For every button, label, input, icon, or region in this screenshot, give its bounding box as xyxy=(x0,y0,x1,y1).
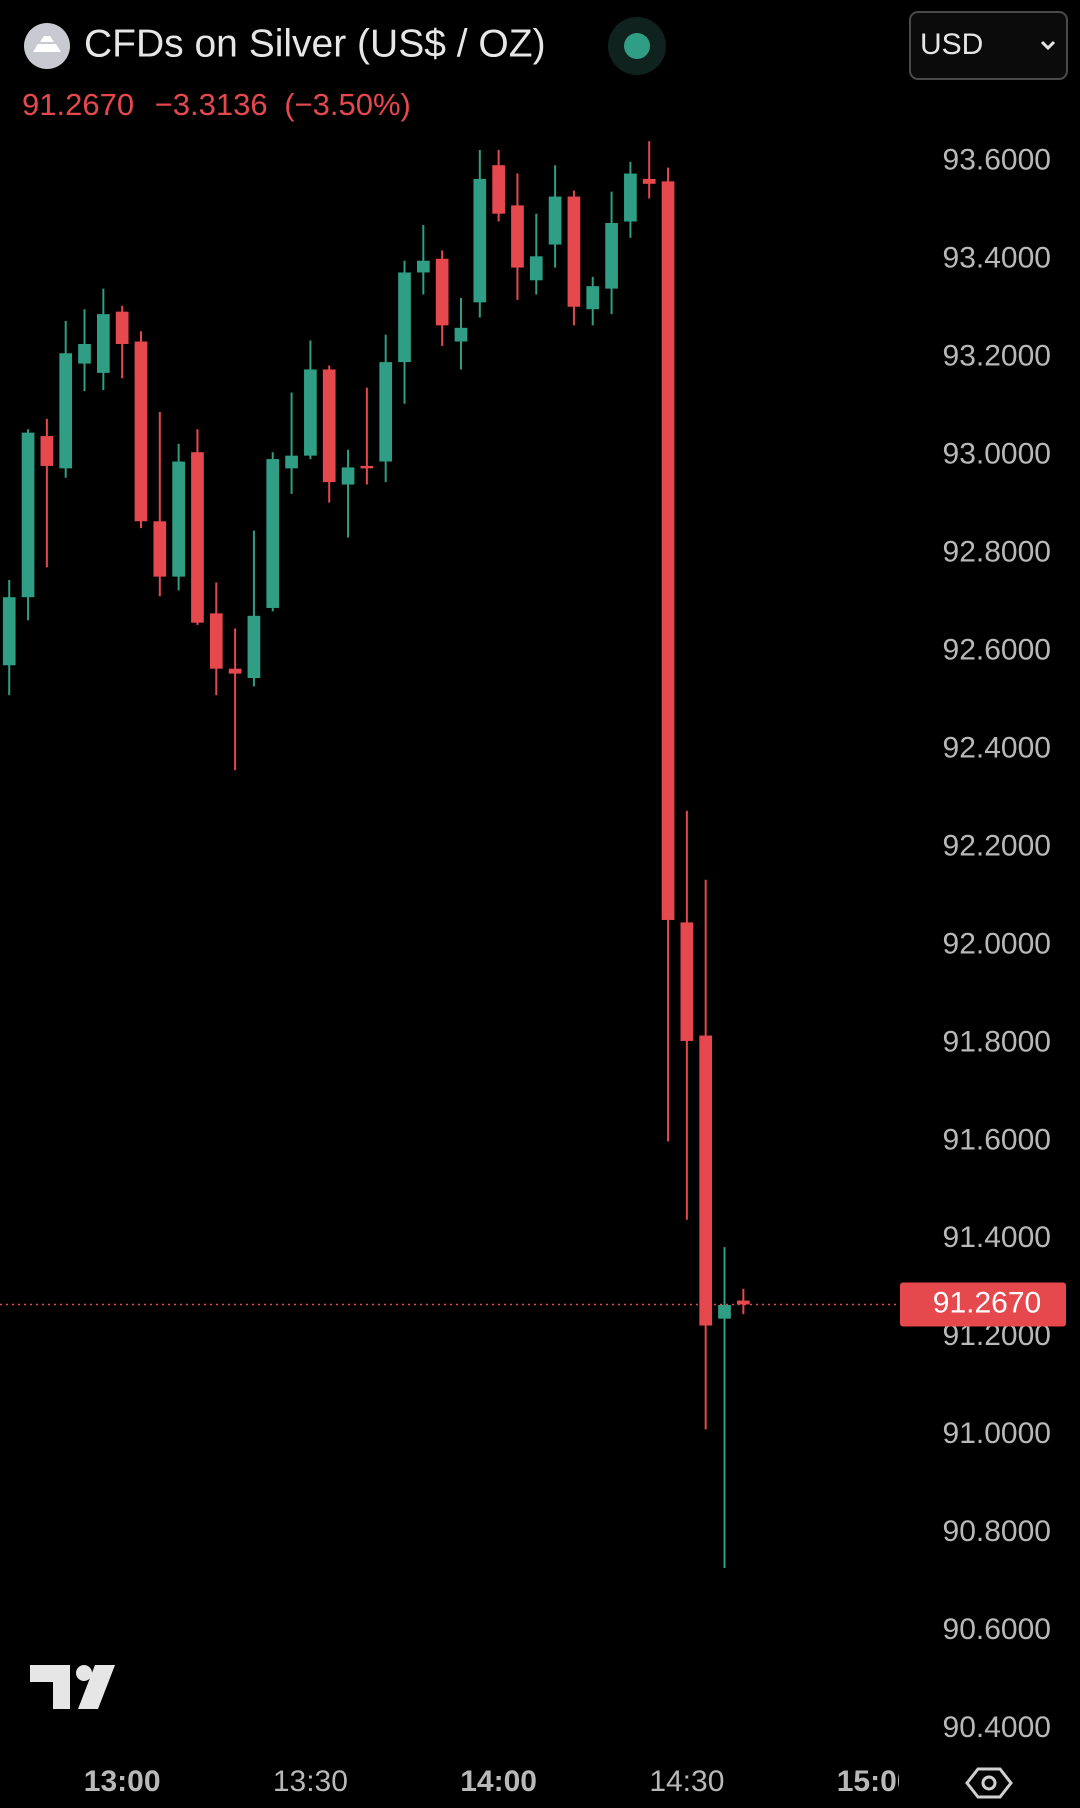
y-tick-label: 93.0000 xyxy=(943,438,1051,471)
candle-body xyxy=(624,173,637,222)
market-status-dot xyxy=(624,33,650,59)
y-tick-label: 92.8000 xyxy=(943,536,1051,569)
candle-body xyxy=(78,343,91,364)
currency-label[interactable]: USD xyxy=(920,28,983,61)
candle-body xyxy=(191,452,204,623)
dropdown-arrow[interactable] xyxy=(1040,40,1056,51)
candle-body xyxy=(21,432,35,598)
y-tick-label: 90.8000 xyxy=(943,1515,1051,1548)
candle-body xyxy=(360,465,374,469)
currency-box[interactable] xyxy=(909,11,1068,80)
x-tick-label: 14:30 xyxy=(649,1765,724,1798)
change: −3.3136 xyxy=(155,87,268,122)
settings-hexagon[interactable] xyxy=(965,1767,1013,1799)
candle-body xyxy=(567,196,581,307)
candle-body xyxy=(247,615,261,679)
candle-body xyxy=(511,205,524,268)
candle-body xyxy=(2,597,16,666)
candle-body xyxy=(341,467,355,485)
plot: 13:00 13:30 14:00 14:30 15:00 xyxy=(0,141,914,1798)
candle-body xyxy=(59,353,73,469)
candle-body xyxy=(642,178,656,184)
currency-select[interactable]: USD xyxy=(909,11,1068,80)
candle-body xyxy=(266,459,280,608)
y-tick-label: 93.6000 xyxy=(943,144,1051,177)
x-tick-label: 13:00 xyxy=(84,1765,161,1798)
y-tick-label: 90.4000 xyxy=(943,1711,1051,1744)
y-tick-label: 92.0000 xyxy=(943,927,1051,960)
y-tick-label: 93.4000 xyxy=(943,242,1051,275)
candle-body xyxy=(322,369,336,483)
candle-body xyxy=(492,165,505,214)
settings-center[interactable] xyxy=(981,1775,997,1791)
candle-body xyxy=(605,222,618,289)
price-line: 91.2670 −3.3136 (−3.50%) xyxy=(22,87,411,122)
candle-body xyxy=(473,178,487,303)
y-tick-label: 90.6000 xyxy=(943,1613,1051,1646)
candle-body xyxy=(398,272,411,363)
candle-body xyxy=(699,1035,713,1326)
last-price: 91.2670 xyxy=(22,87,134,122)
x-tick-label: 13:30 xyxy=(273,1765,348,1798)
settings-button[interactable] xyxy=(965,1767,1013,1799)
candle-body xyxy=(209,613,223,669)
y-tick-label: 91.8000 xyxy=(943,1025,1051,1058)
tv-logo xyxy=(30,1665,115,1709)
candle-body xyxy=(661,181,675,920)
axes: 93.6000 93.4000 93.2000 93.0000 92.8000 92.60… xyxy=(899,144,1066,1744)
symbol-icon-bars xyxy=(33,36,61,52)
candle-body xyxy=(172,461,185,577)
candle-body xyxy=(586,286,600,310)
y-tick-label: 92.4000 xyxy=(943,731,1051,764)
candle-body xyxy=(529,256,543,281)
candle-body xyxy=(736,1300,750,1305)
candle-body xyxy=(548,196,562,245)
candle-body xyxy=(379,362,393,462)
y-tick-label: 91.4000 xyxy=(943,1221,1051,1254)
x-tick-label: 14:00 xyxy=(460,1765,537,1798)
candle-body xyxy=(228,668,242,674)
candle-body xyxy=(134,341,148,522)
last-price-tag xyxy=(900,1282,1066,1327)
candle-body xyxy=(304,369,317,456)
x-tick-label: 15:00 xyxy=(837,1765,914,1798)
candle-body xyxy=(40,436,54,466)
y-tick-label: 92.6000 xyxy=(943,633,1051,666)
candle-body xyxy=(153,521,167,577)
candle-body xyxy=(96,314,110,373)
y-tick-label: 91.0000 xyxy=(943,1417,1051,1450)
candle-body xyxy=(680,922,694,1041)
candle-body xyxy=(285,455,298,469)
y-tick-label: 91.6000 xyxy=(943,1123,1051,1156)
candle-body xyxy=(416,260,430,273)
last-price-tag-label: 91.2670 xyxy=(933,1286,1041,1319)
candle-body xyxy=(435,258,449,326)
candle-body xyxy=(454,327,468,342)
change-percent: (−3.50%) xyxy=(284,87,411,122)
candle-body xyxy=(115,311,129,344)
y-tick-label: 93.2000 xyxy=(943,340,1051,373)
candle-body xyxy=(718,1304,731,1319)
chart-title: CFDs on Silver (US$ / OZ) xyxy=(84,22,546,65)
y-tick-label: 92.2000 xyxy=(943,829,1051,862)
